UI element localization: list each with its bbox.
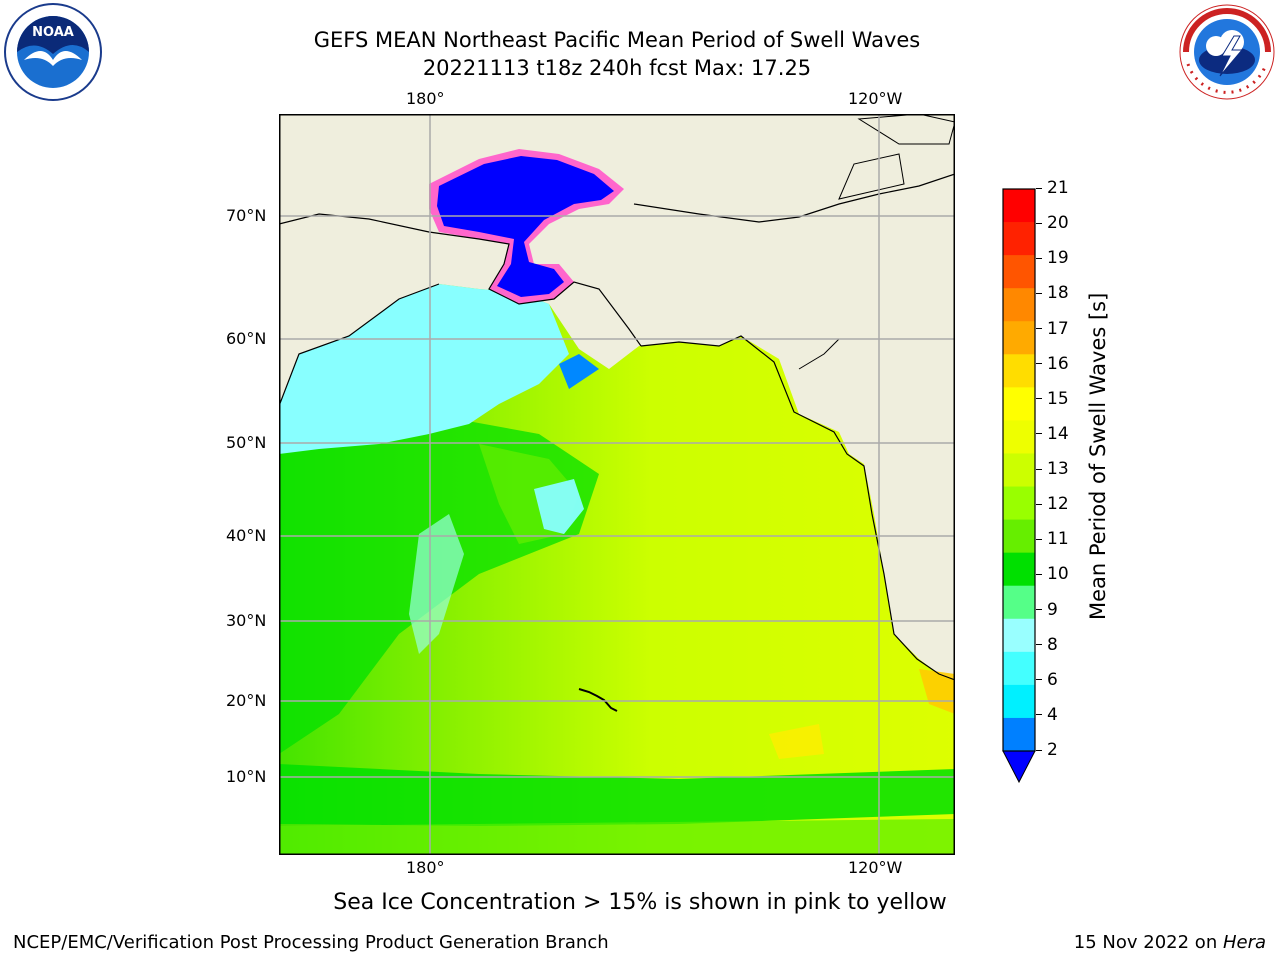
noaa-logo: NOAA [4, 3, 102, 101]
colorbar-tick-label: 11 [1036, 529, 1069, 549]
nws-logo [1179, 4, 1275, 100]
footer-date: 15 Nov 2022 on [1073, 932, 1223, 953]
colorbar-band [1003, 321, 1035, 355]
colorbar-tick-label: 17 [1036, 319, 1069, 339]
colorbar-tick-label: 10 [1036, 564, 1069, 584]
lon-tick-top-120w: 120°W [848, 89, 903, 108]
colorbar-band [1003, 420, 1035, 454]
colorbar-band [1003, 288, 1035, 322]
colorbar-band [1003, 651, 1035, 686]
colorbar-tick-label: 9 [1036, 600, 1058, 620]
cyan-swell-zone [279, 284, 569, 454]
colorbar-band [1003, 189, 1035, 223]
colorbar-tick-label: 15 [1036, 389, 1069, 409]
colorbar-band [1003, 486, 1035, 521]
map-subtitle: 20221113 t18z 240h fcst Max: 17.25 [422, 56, 812, 80]
colorbar-band [1003, 387, 1035, 421]
map-frame [279, 114, 955, 855]
colorbar-band [1003, 684, 1035, 719]
lat-tick-20n: 20°N [226, 691, 267, 710]
lat-tick-50n: 50°N [226, 433, 267, 452]
colorbar-band [1003, 519, 1035, 554]
colorbar-band [1003, 255, 1035, 289]
colorbar-band [1003, 717, 1035, 752]
footer-machine: Hera [1222, 932, 1266, 953]
noaa-logo-text: NOAA [32, 25, 74, 40]
swell-period-map [279, 114, 955, 855]
colorbar-band [1003, 354, 1035, 388]
colorbar-tick-label: 18 [1036, 283, 1069, 303]
lon-tick-top-180: 180° [406, 89, 445, 108]
colorbar-under-arrow [1002, 750, 1036, 784]
colorbar-tick-label: 21 [1036, 178, 1069, 198]
colorbar-tick-label: 13 [1036, 459, 1069, 479]
colorbar-tick-label: 12 [1036, 494, 1069, 514]
colorbar-tick-label: 2 [1036, 740, 1058, 760]
lat-tick-30n: 30°N [226, 611, 267, 630]
lon-tick-bottom-180: 180° [406, 858, 445, 877]
graticule [279, 114, 955, 855]
lat-tick-60n: 60°N [226, 329, 267, 348]
colorbar-tick-label: 16 [1036, 354, 1069, 374]
colorbar-tick-label: 6 [1036, 670, 1058, 690]
colorbar-band [1003, 453, 1035, 488]
lon-tick-bottom-120w: 120°W [848, 858, 903, 877]
colorbar-ticks: 21 20 19 18 17 16 15 14 13 12 11 10 9 8 6 4 2 [1036, 178, 1076, 760]
colorbar-tick-label: 8 [1036, 635, 1058, 655]
colorbar [1002, 188, 1036, 784]
lat-tick-40n: 40°N [226, 526, 267, 545]
lat-tick-10n: 10°N [226, 767, 267, 786]
colorbar-band [1003, 552, 1035, 587]
sea-ice-note: Sea Ice Concentration > 15% is shown in … [333, 890, 947, 915]
lat-tick-70n: 70°N [226, 206, 267, 225]
colorbar-tick-label: 4 [1036, 705, 1058, 725]
colorbar-label: Mean Period of Swell Waves [s] [1086, 292, 1110, 620]
colorbar-band [1003, 222, 1035, 256]
footer-left: NCEP/EMC/Verification Post Processing Pr… [13, 932, 609, 953]
footer-right: 15 Nov 2022 on Hera [1074, 932, 1266, 953]
colorbar-tick-label: 20 [1036, 213, 1069, 233]
map-title: GEFS MEAN Northeast Pacific Mean Period … [313, 28, 921, 52]
colorbar-band [1003, 618, 1035, 653]
colorbar-band [1003, 585, 1035, 620]
sea-ice-core [437, 156, 614, 297]
colorbar-tick-label: 14 [1036, 424, 1069, 444]
colorbar-tick-label: 19 [1036, 248, 1069, 268]
